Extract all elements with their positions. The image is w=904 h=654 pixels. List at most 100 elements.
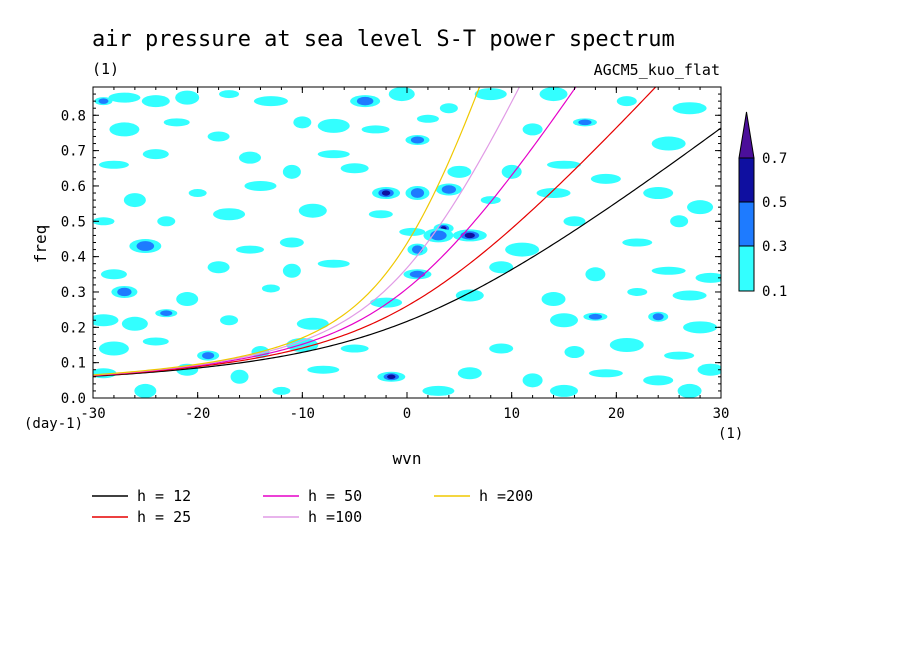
contour-patch xyxy=(439,103,458,114)
contour-patch xyxy=(447,165,472,178)
colorbar-box xyxy=(738,157,755,203)
contour-patch xyxy=(239,151,261,164)
y-tick-label: 0.3 xyxy=(61,285,86,301)
contour-patch xyxy=(361,125,390,134)
contour-patch xyxy=(563,216,586,227)
contour-patch xyxy=(399,227,426,236)
contour-patch xyxy=(368,210,393,219)
contour-patch-peak xyxy=(387,374,396,380)
contour-patch xyxy=(293,116,312,129)
contour-patch-core xyxy=(578,119,592,126)
x-axis-label: wvn xyxy=(393,449,422,468)
contour-patch xyxy=(175,90,200,105)
contour-patch-core xyxy=(356,96,374,106)
contour-patch xyxy=(370,297,403,308)
contour-patch xyxy=(588,369,623,378)
contour-patch xyxy=(547,160,581,169)
contour-patch xyxy=(307,365,340,374)
contour-patch xyxy=(298,203,327,218)
contour-patch xyxy=(317,118,350,133)
legend-label: h = 50 xyxy=(308,487,362,505)
contour-patch xyxy=(480,196,501,205)
contour-patch xyxy=(109,122,140,137)
contour-patch xyxy=(416,114,439,123)
contour-patch xyxy=(207,131,230,142)
contour-patch xyxy=(651,266,686,275)
contour-patch xyxy=(695,272,721,283)
contour-patch xyxy=(455,289,484,302)
contour-patches xyxy=(93,87,721,398)
colorbar-label: 0.7 xyxy=(762,151,787,167)
contour-patch xyxy=(683,321,718,334)
contour-patch xyxy=(123,193,146,208)
y-tick-label: 0.4 xyxy=(61,250,86,266)
dispersion-curve xyxy=(93,87,521,376)
contour-patch xyxy=(142,337,169,346)
legend-label: h =200 xyxy=(479,487,533,505)
contour-patch-peak xyxy=(381,190,391,196)
contour-patch xyxy=(213,208,246,221)
contour-patch xyxy=(253,96,288,107)
contour-patch xyxy=(643,375,674,386)
contour-patch xyxy=(388,87,415,102)
contour-patch xyxy=(121,316,148,331)
contour-patch xyxy=(108,92,141,103)
contour-patch xyxy=(93,217,115,226)
contour-patch-core xyxy=(160,310,173,316)
chart-subtitle-left: (1) xyxy=(92,60,119,78)
legend-label: h = 12 xyxy=(137,487,191,505)
x-tick-label: -30 xyxy=(80,406,105,422)
contour-patch xyxy=(550,313,578,328)
x-tick-label: 20 xyxy=(608,406,625,422)
y-tick-label: 0.5 xyxy=(61,214,86,230)
y-tick-label: 0.0 xyxy=(61,391,86,407)
legend-label: h = 25 xyxy=(137,508,191,526)
colorbar-label: 0.3 xyxy=(762,239,787,255)
contour-patch-core xyxy=(652,313,664,321)
contour-patch xyxy=(489,261,514,274)
plot-area: -30 -20 -10 0 10 20 30 0.00.10.20.30.40.50.60.… xyxy=(61,86,729,422)
legend-label: h =100 xyxy=(308,508,362,526)
contour-patch xyxy=(188,189,207,198)
colorbar-box xyxy=(738,201,755,247)
contour-patch xyxy=(244,180,277,191)
x-axis: -30 -20 -10 0 10 20 30 xyxy=(80,87,729,422)
contour-patch-core xyxy=(441,185,457,194)
contour-patch xyxy=(317,259,350,268)
contour-patch-core xyxy=(136,241,155,251)
contour-patch xyxy=(422,385,455,396)
colorbar-arrow xyxy=(738,111,755,159)
y-axis-unit: (day-1) xyxy=(24,416,83,432)
contour-patch-core xyxy=(410,188,425,198)
contour-patch xyxy=(98,160,129,169)
contour-patch xyxy=(261,284,280,293)
contour-patch xyxy=(163,118,190,127)
contour-patch xyxy=(550,384,578,397)
contour-patch xyxy=(236,245,264,254)
y-tick-label: 0.7 xyxy=(61,144,86,160)
x-axis-unit: (1) xyxy=(718,426,743,442)
contour-patch xyxy=(585,267,606,282)
dispersion-curve xyxy=(93,87,657,377)
colorbar-label: 0.5 xyxy=(762,195,787,211)
contour-patch xyxy=(672,102,707,115)
y-tick-label: 0.8 xyxy=(61,108,86,124)
contour-patch xyxy=(541,292,566,307)
contour-patch xyxy=(207,261,230,274)
contour-patch xyxy=(643,187,674,200)
y-axis-label: freq xyxy=(31,225,50,264)
contour-patch xyxy=(489,343,514,354)
contour-patch xyxy=(282,164,301,179)
contour-patch xyxy=(340,344,369,353)
contour-patch xyxy=(176,292,199,307)
x-tick-label: 30 xyxy=(713,406,730,422)
contour-patch xyxy=(505,242,540,257)
contour-patch xyxy=(296,317,329,330)
y-tick-label: 0.1 xyxy=(61,356,86,372)
contour-patch xyxy=(697,363,721,376)
contour-patch xyxy=(219,90,240,99)
contour-patch xyxy=(220,315,239,326)
contour-patch-core xyxy=(117,287,132,297)
contour-patch xyxy=(157,216,176,227)
